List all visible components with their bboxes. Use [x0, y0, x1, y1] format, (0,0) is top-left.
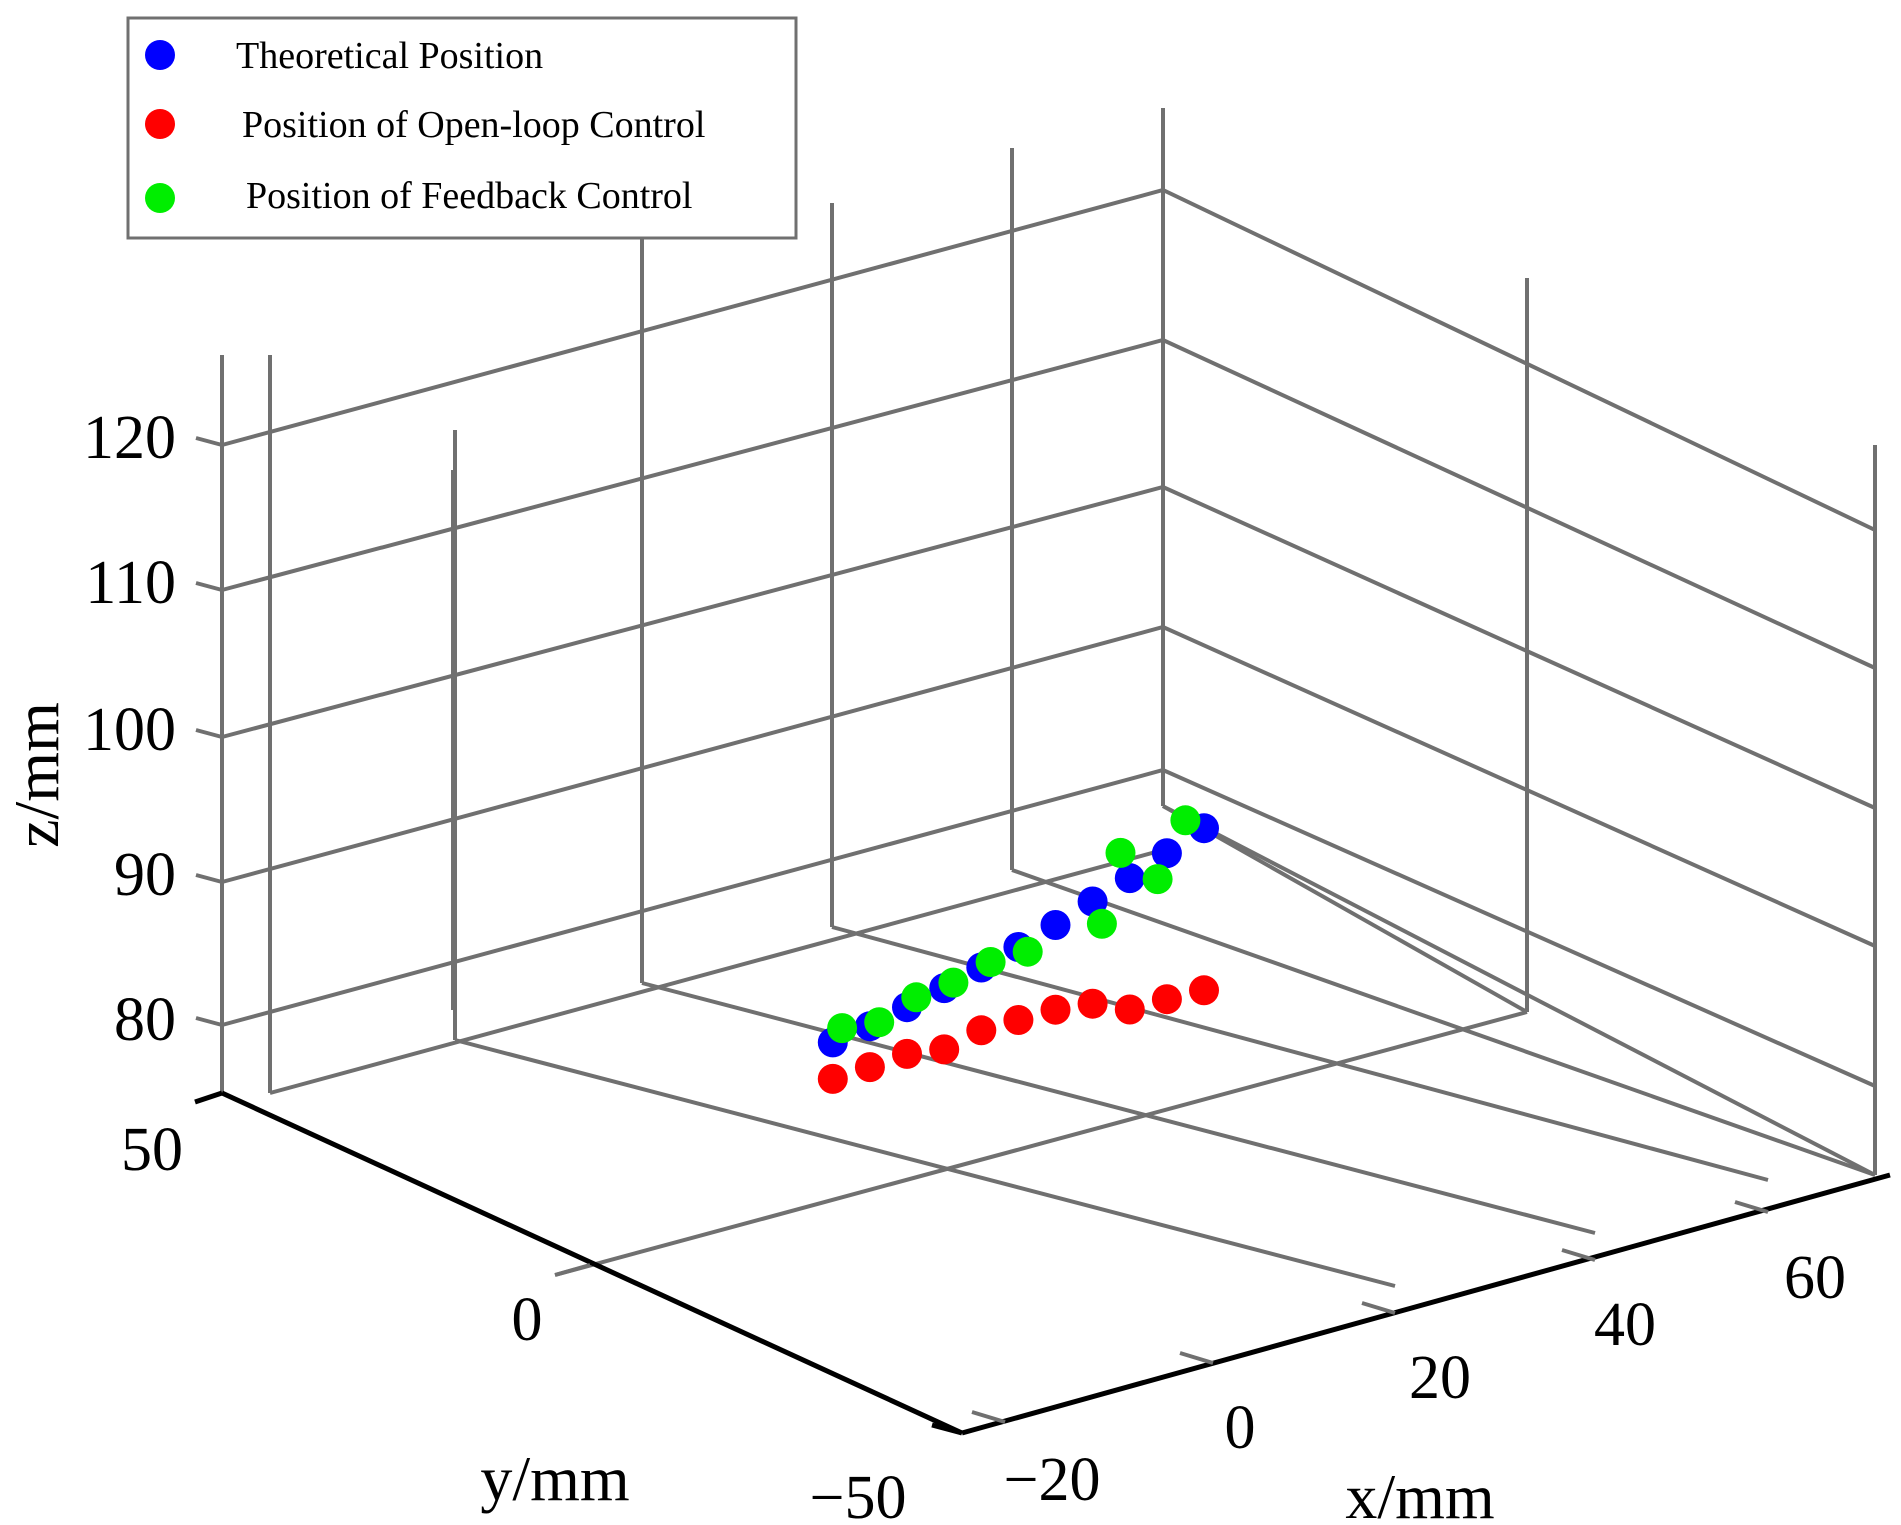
data-points [817, 805, 1219, 1094]
x-tick-label: 40 [1594, 1291, 1656, 1359]
data-point-theoretical-position-9 [1151, 838, 1182, 869]
grid-line [221, 337, 1876, 670]
grid-line [1162, 804, 1876, 1177]
data-point-position-of-open-loop-control-5 [1003, 1005, 1034, 1035]
data-point-position-of-open-loop-control-8 [1114, 994, 1145, 1025]
x-tick-label: −20 [1004, 1446, 1101, 1514]
grid-line [221, 187, 1876, 532]
x-tick-mark [1179, 1351, 1214, 1365]
z-axis-label: z/mm [1, 702, 72, 848]
grid-line [269, 848, 1164, 1095]
legend-label: Theoretical Position [236, 35, 543, 77]
z-tick-label: 90 [114, 841, 176, 909]
x-tick-mark [971, 1410, 1006, 1424]
legend: Theoretical Position Position of Open-lo… [126, 16, 798, 240]
x-tick-mark [1734, 1200, 1769, 1214]
grid-line [221, 767, 1876, 1088]
tick-mark [195, 581, 223, 592]
x-axis-label: x/mm [1345, 1461, 1494, 1525]
legend-marker [145, 183, 175, 213]
legend-label: Position of Open-loop Control [242, 104, 705, 146]
grid-line [221, 484, 1876, 810]
x-axis-line [961, 1172, 1891, 1436]
tick-mark [195, 873, 223, 884]
legend-label: Position of Feedback Control [246, 175, 692, 217]
data-point-position-of-open-loop-control-0 [817, 1063, 848, 1094]
data-point-theoretical-position-8 [1114, 863, 1145, 894]
data-point-position-of-open-loop-control-1 [854, 1052, 885, 1083]
legend-marker [145, 40, 175, 70]
y-axis-line [220, 1090, 964, 1436]
data-point-theoretical-position-6 [1040, 910, 1071, 940]
z-tick-label: 80 [114, 986, 176, 1054]
data-point-position-of-open-loop-control-6 [1040, 994, 1071, 1025]
tick-mark [195, 436, 223, 447]
x-tick-label: 0 [1225, 1394, 1256, 1462]
legend-box [126, 16, 798, 240]
data-point-position-of-feedback-control-0 [827, 1013, 858, 1044]
y-tick-mark [931, 1422, 963, 1436]
data-point-position-of-open-loop-control-7 [1077, 988, 1108, 1019]
data-point-position-of-feedback-control-3 [938, 967, 969, 998]
y-axis-label: y/mm [480, 1443, 629, 1514]
data-point-position-of-feedback-control-2 [901, 982, 932, 1013]
data-point-position-of-feedback-control-8 [1142, 864, 1173, 895]
grid-line [1011, 868, 1876, 1177]
grid-lines [195, 108, 1877, 1288]
z-tick-label: 100 [83, 696, 176, 764]
y-tick-label: −50 [810, 1464, 907, 1525]
data-point-position-of-open-loop-control-9 [1151, 984, 1182, 1015]
data-point-position-of-open-loop-control-3 [929, 1034, 960, 1065]
y-tick-mark [554, 1263, 591, 1277]
data-point-position-of-feedback-control-1 [864, 1007, 895, 1038]
data-point-position-of-open-loop-control-10 [1189, 975, 1219, 1006]
legend-marker [145, 109, 175, 139]
z-tick-label: 120 [83, 404, 176, 472]
y-tick-label: 0 [512, 1286, 543, 1354]
data-point-position-of-open-loop-control-2 [892, 1038, 922, 1069]
data-point-position-of-feedback-control-9 [1170, 805, 1201, 836]
data-point-position-of-feedback-control-4 [975, 947, 1006, 977]
x-tick-label: 20 [1409, 1344, 1471, 1412]
data-point-position-of-feedback-control-7 [1105, 837, 1136, 868]
grid-line [221, 624, 1876, 948]
data-point-position-of-open-loop-control-4 [966, 1015, 997, 1046]
tick-labels: 120 110 100 90 80 50 0 −50 −20 0 20 40 6… [83, 404, 1846, 1525]
x-tick-label: 60 [1784, 1244, 1846, 1312]
tick-mark [195, 728, 223, 739]
axes [194, 1090, 1891, 1436]
y-tick-mark [194, 1090, 223, 1105]
z-tick-label: 110 [85, 549, 176, 617]
data-point-position-of-feedback-control-6 [1086, 908, 1117, 939]
x-tick-mark [1361, 1301, 1396, 1315]
x-tick-mark [1561, 1248, 1596, 1262]
data-point-position-of-feedback-control-5 [1012, 936, 1043, 967]
grid-line [554, 1010, 1528, 1277]
grid-line [641, 981, 1596, 1235]
grid-line [454, 1038, 1396, 1288]
tick-mark [195, 1016, 223, 1027]
grid-line [1162, 804, 1528, 1014]
y-tick-label: 50 [121, 1116, 183, 1184]
